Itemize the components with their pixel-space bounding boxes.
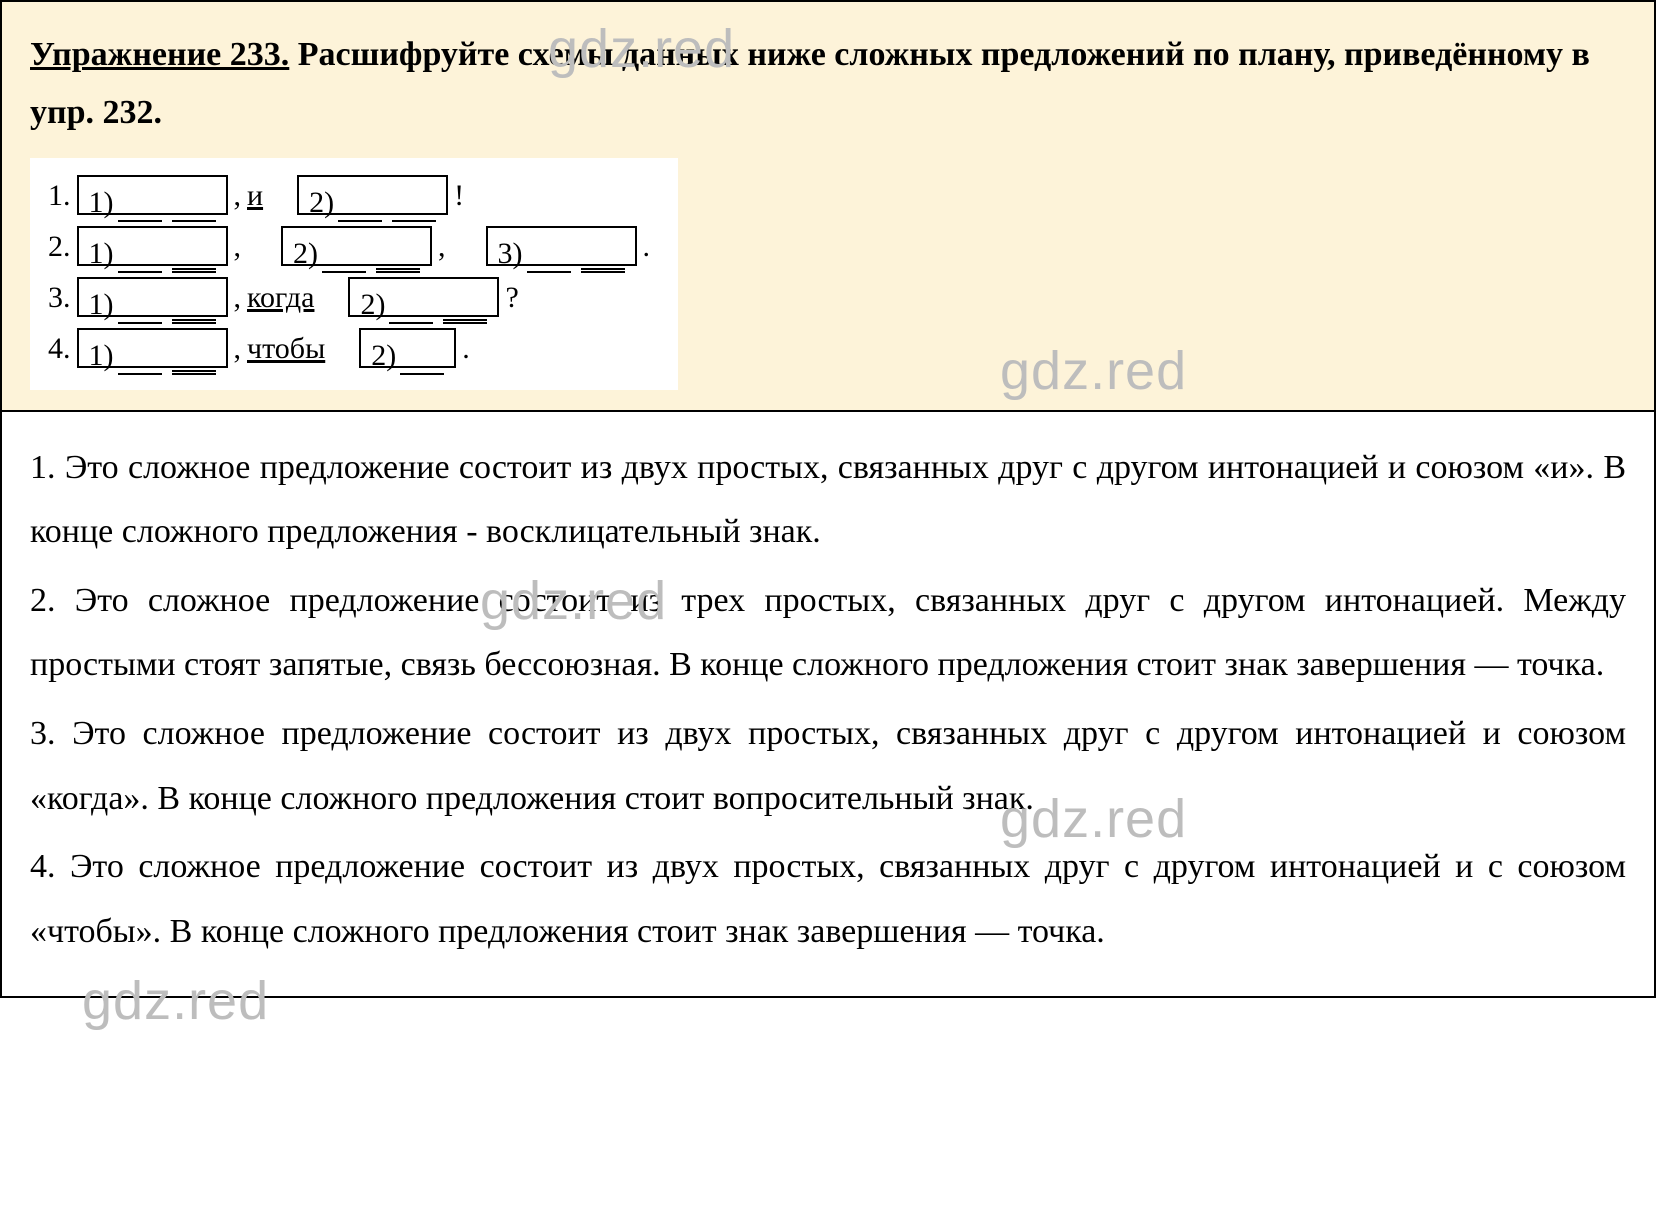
- dash-icon: [172, 220, 216, 222]
- separator: ,: [438, 221, 446, 272]
- double-dash-icon: [172, 319, 216, 324]
- double-dash-icon: [172, 370, 216, 375]
- separator: ,: [234, 323, 242, 374]
- box-number: 2): [360, 279, 385, 330]
- schema-row-4: 4. 1) , чтобы 2) .: [48, 323, 656, 374]
- conjunction: и: [247, 170, 263, 221]
- dash-icon: [400, 373, 444, 375]
- dash-icon: [118, 322, 162, 324]
- exercise-title: Упражнение 233. Расшифруйте схемы данных…: [30, 26, 1626, 142]
- separator: ,: [234, 272, 242, 323]
- schema-box: 2): [281, 226, 432, 266]
- dash-icon: [392, 220, 436, 222]
- answer-paragraph-1: 1. Это сложное предложение состоит из дв…: [30, 436, 1626, 565]
- answer-paragraph-4: 4. Это сложное предложение состоит из дв…: [30, 835, 1626, 964]
- box-number: 1): [89, 228, 114, 279]
- schema-index: 1.: [48, 170, 71, 221]
- schema-box: 3): [486, 226, 637, 266]
- schema-row-3: 3. 1) , когда 2) ?: [48, 272, 656, 323]
- schema-box: 1): [77, 328, 228, 368]
- double-dash-icon: [376, 268, 420, 273]
- box-number: 1): [89, 330, 114, 381]
- page: Упражнение 233. Расшифруйте схемы данных…: [0, 0, 1656, 998]
- schema-row-2: 2. 1) , 2) , 3) .: [48, 221, 656, 272]
- end-punct: .: [462, 323, 470, 374]
- end-punct: .: [643, 221, 651, 272]
- dash-icon: [527, 271, 571, 273]
- answer-paragraph-3: 3. Это сложное предложение состоит из дв…: [30, 702, 1626, 831]
- schema-box: 1): [77, 277, 228, 317]
- schema-index: 3.: [48, 272, 71, 323]
- dash-icon: [118, 220, 162, 222]
- box-number: 2): [371, 330, 396, 381]
- dash-icon: [118, 271, 162, 273]
- double-dash-icon: [172, 268, 216, 273]
- end-punct: !: [454, 170, 464, 221]
- box-number: 1): [89, 177, 114, 228]
- double-dash-icon: [443, 319, 487, 324]
- double-dash-icon: [581, 268, 625, 273]
- schema-box: 1): [77, 226, 228, 266]
- dash-icon: [338, 220, 382, 222]
- schema-row-1: 1. 1) , и 2) !: [48, 170, 656, 221]
- schema-index: 2.: [48, 221, 71, 272]
- conjunction: чтобы: [247, 323, 325, 374]
- dash-icon: [389, 322, 433, 324]
- schema-box: 1): [77, 175, 228, 215]
- exercise-box: Упражнение 233. Расшифруйте схемы данных…: [0, 0, 1656, 412]
- conjunction: когда: [247, 272, 314, 323]
- box-number: 2): [309, 177, 334, 228]
- answer-box: 1. Это сложное предложение состоит из дв…: [0, 412, 1656, 999]
- schema-block: 1. 1) , и 2) ! 2. 1): [30, 158, 678, 390]
- end-punct: ?: [505, 272, 518, 323]
- answer-paragraph-2: 2. Это сложное предложение состоит из тр…: [30, 569, 1626, 698]
- box-number: 1): [89, 279, 114, 330]
- schema-box: 2): [348, 277, 499, 317]
- dash-icon: [322, 271, 366, 273]
- schema-index: 4.: [48, 323, 71, 374]
- schema-box: 2): [297, 175, 448, 215]
- exercise-number: Упражнение 233.: [30, 36, 289, 73]
- schema-box: 2): [359, 328, 456, 368]
- separator: ,: [234, 221, 242, 272]
- dash-icon: [118, 373, 162, 375]
- separator: ,: [234, 170, 242, 221]
